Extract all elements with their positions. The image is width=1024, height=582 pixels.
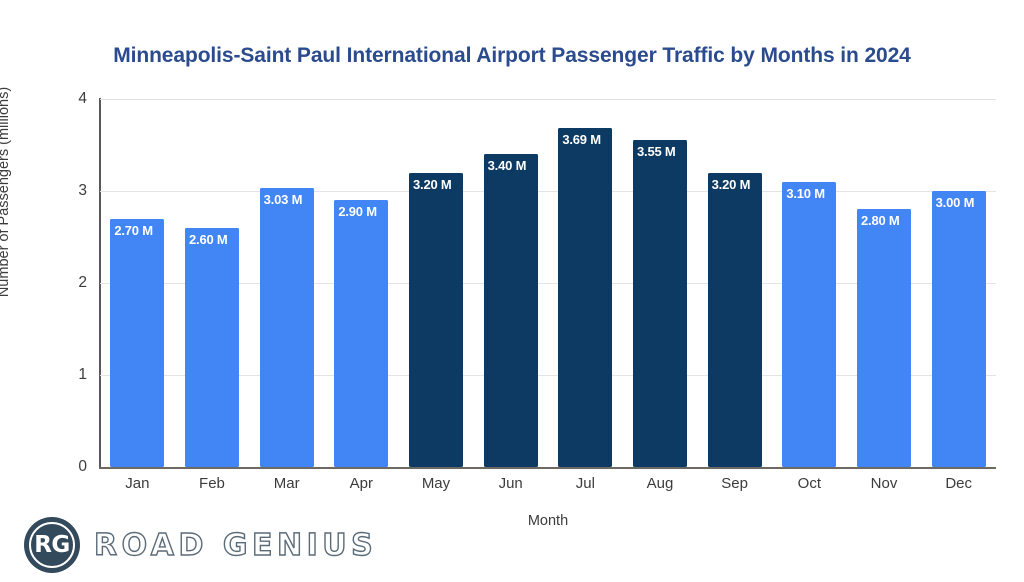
bar-apr[interactable]: 2.90 M — [334, 200, 389, 467]
y-tick-label: 2 — [78, 274, 87, 291]
bar-value-label: 2.60 M — [189, 231, 228, 247]
gridline — [100, 191, 996, 192]
gridline — [100, 375, 996, 376]
x-tick-label-feb: Feb — [199, 475, 225, 492]
x-tick-label-jun: Jun — [498, 475, 523, 492]
bar-jan[interactable]: 2.70 M — [110, 218, 165, 467]
logo-badge-icon: RG — [24, 517, 80, 573]
bar-jun[interactable]: 3.40 M — [483, 154, 538, 467]
x-tick-label-nov: Nov — [870, 475, 898, 492]
gridline — [100, 283, 996, 284]
x-tick-label-jan: Jan — [125, 475, 150, 492]
logo-badge-text: RG — [34, 532, 70, 558]
plot-area: 2.70 M 2.60 M 3.03 M 2.90 M 3.20 M 3.40 M 3.69… — [100, 99, 996, 467]
bar-value-label: 3.20 M — [413, 176, 452, 192]
x-tick-label-aug: Aug — [646, 475, 674, 492]
bar-value-label: 3.03 M — [263, 192, 303, 208]
bar-value-label: 2.70 M — [114, 222, 153, 238]
x-tick-label-oct: Oct — [797, 475, 821, 492]
chart-title: Minneapolis-Saint Paul International Air… — [113, 44, 911, 67]
y-tick-label: 4 — [78, 90, 87, 107]
y-axis-title: Number of Passengers (millions) — [0, 86, 12, 298]
y-tick-label: 0 — [78, 458, 87, 475]
y-tick-label: 3 — [78, 182, 87, 199]
gridline — [100, 99, 996, 100]
bar-aug[interactable]: 3.55 M — [633, 140, 687, 467]
bar-value-label: 3.55 M — [637, 144, 676, 160]
road-genius-logo: RG ROAD GENIUS — [24, 517, 377, 573]
bar-nov[interactable]: 2.80 M — [857, 209, 911, 467]
bar-value-label: 3.00 M — [935, 195, 975, 210]
bar-value-label: 3.69 M — [562, 131, 601, 147]
bar-value-label: 3.40 M — [487, 158, 527, 174]
y-tick-label: 1 — [78, 366, 87, 383]
x-tick-label-sep: Sep — [721, 475, 748, 492]
logo-wordmark: ROAD GENIUS — [93, 527, 378, 563]
x-tick-label-apr: Apr — [349, 475, 373, 492]
bar-mar[interactable]: 3.03 M — [259, 188, 314, 467]
bar-sep[interactable]: 3.20 M — [707, 172, 762, 467]
x-tick-label-dec: Dec — [945, 475, 972, 492]
y-axis-line — [99, 98, 101, 468]
bar-may[interactable]: 3.20 M — [409, 172, 463, 467]
bar-value-label: 3.20 M — [711, 176, 751, 192]
bar-value-label: 2.90 M — [338, 204, 377, 220]
bar-value-label: 3.10 M — [786, 185, 825, 201]
x-tick-label-jul: Jul — [575, 475, 595, 492]
bar-dec[interactable]: 3.00 M — [931, 191, 986, 467]
x-axis-title: Month — [527, 513, 569, 529]
bar-jul[interactable]: 3.69 M — [558, 127, 613, 467]
x-tick-label-may: May — [421, 475, 451, 492]
bar-feb[interactable]: 2.60 M — [185, 227, 239, 467]
bar-value-label: 2.80 M — [861, 213, 900, 229]
x-axis-line — [99, 467, 996, 469]
x-tick-label-mar: Mar — [273, 475, 300, 492]
bar-oct[interactable]: 3.10 M — [782, 181, 837, 467]
